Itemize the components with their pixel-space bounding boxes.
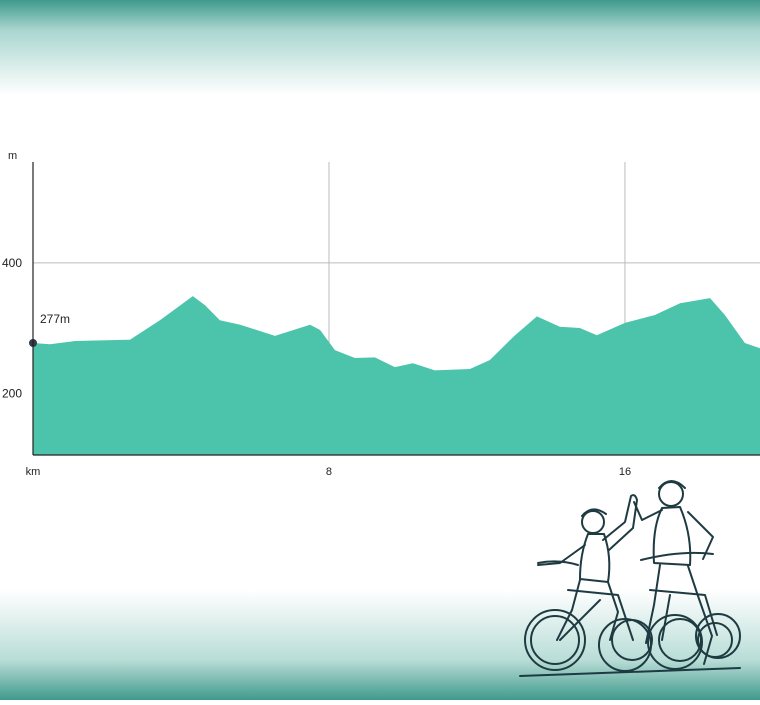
y-axis-label: m <box>8 150 17 162</box>
elevation-area <box>33 296 760 455</box>
cyclists-illustration <box>519 480 741 677</box>
x-tick-label: km <box>26 466 41 478</box>
x-tick-label: 16 <box>619 466 631 478</box>
plot: 200 400 km 8 16 277m <box>2 162 760 478</box>
y-tick-label: 200 <box>2 386 22 400</box>
value-label: 277m <box>40 312 70 326</box>
x-tick-label: 8 <box>326 466 332 478</box>
y-tick-label: 400 <box>2 256 22 270</box>
